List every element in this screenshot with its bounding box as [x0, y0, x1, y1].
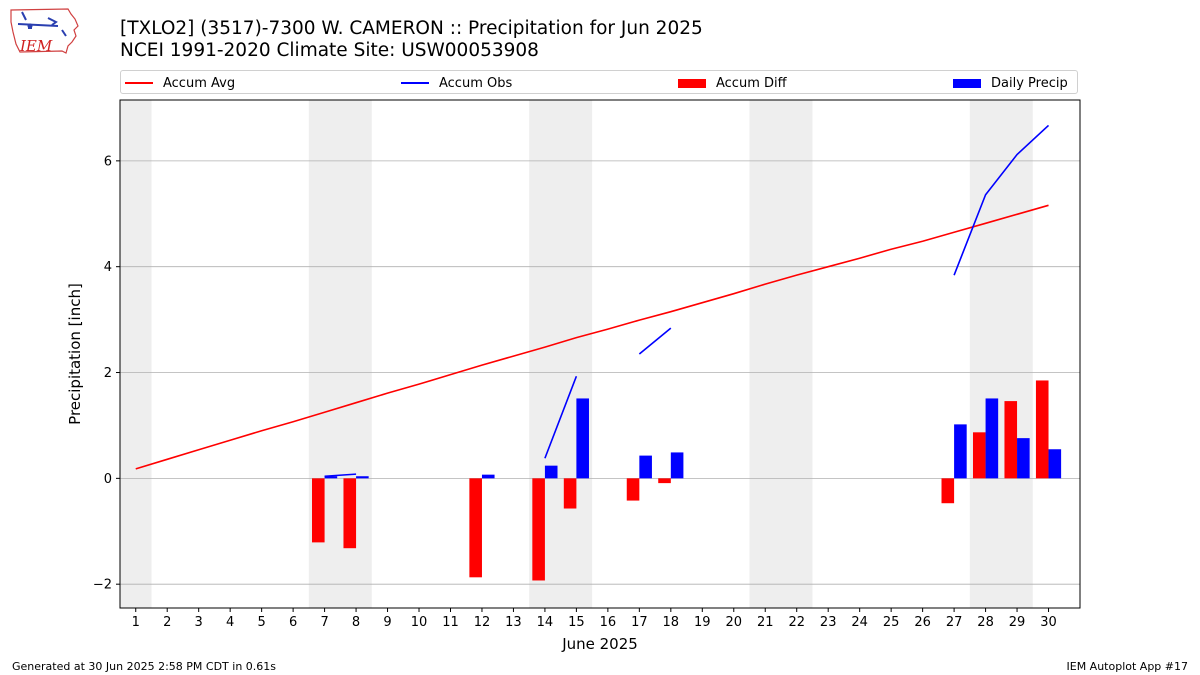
- chart-title: [TXLO2] (3517)-7300 W. CAMERON :: Precip…: [120, 18, 703, 62]
- y-tick-label: 2: [104, 366, 112, 381]
- x-tick-label: 9: [383, 615, 391, 630]
- weekend-band: [749, 100, 813, 608]
- x-tick-label: 12: [474, 615, 491, 630]
- accum-diff-bar: [343, 478, 357, 549]
- legend-label: Daily Precip: [991, 75, 1068, 91]
- legend-swatch-daily-precip: [953, 78, 981, 88]
- x-tick-label: 20: [725, 615, 742, 630]
- legend-item-accum-avg: Accum Avg: [125, 74, 235, 92]
- y-axis-label: Precipitation [inch]: [66, 283, 84, 425]
- title-line-2: NCEI 1991-2020 Climate Site: USW00053908: [120, 40, 539, 61]
- accum-obs-line: [638, 327, 672, 355]
- x-tick-label: 30: [1040, 615, 1057, 630]
- legend-swatch-accum-avg: [125, 82, 153, 84]
- bars: [312, 380, 1062, 581]
- daily-precip-bar: [576, 398, 589, 479]
- x-tick-label: 23: [820, 615, 837, 630]
- daily-precip-bar: [481, 474, 495, 479]
- x-tick-label: 22: [788, 615, 805, 630]
- accum-diff-bar: [1004, 401, 1018, 479]
- legend-label: Accum Avg: [163, 75, 236, 91]
- x-tick-label: 1: [132, 615, 140, 630]
- chart-legend: Accum Avg Accum Obs Accum Diff Daily Pre…: [120, 70, 1078, 94]
- x-tick-label: 28: [977, 615, 994, 630]
- y-tick-label: 0: [104, 472, 112, 487]
- footer-generated: Generated at 30 Jun 2025 2:58 PM CDT in …: [12, 660, 277, 673]
- legend-item-daily-precip: Daily Precip: [953, 74, 1068, 92]
- daily-precip-bar: [544, 465, 558, 479]
- x-axis-ticks: 1 2 3 4 5 6 7 8 9 10 11 12 13 14 15 16 17 18 19 20 21 22 23 24 2…: [132, 608, 1057, 630]
- x-tick-label: 24: [851, 615, 868, 630]
- weekend-band: [969, 100, 1033, 608]
- x-tick-label: 13: [505, 615, 522, 630]
- title-line-1: [TXLO2] (3517)-7300 W. CAMERON :: Precip…: [120, 18, 703, 39]
- x-tick-label: 29: [1009, 615, 1026, 630]
- x-tick-label: 2: [163, 615, 171, 630]
- accum-obs-line: [953, 124, 1050, 276]
- daily-precip-bar: [639, 455, 652, 479]
- legend-swatch-accum-obs: [401, 82, 429, 84]
- x-tick-label: 17: [631, 615, 648, 630]
- x-tick-label: 4: [226, 615, 234, 630]
- accum-diff-bar: [626, 478, 640, 501]
- accum-diff-bar: [941, 478, 955, 504]
- x-tick-label: 14: [537, 615, 554, 630]
- x-tick-label: 3: [195, 615, 203, 630]
- accum-diff-bar: [972, 432, 986, 479]
- daily-precip-bar: [985, 398, 999, 479]
- accum-obs-line: [544, 375, 578, 459]
- x-tick-label: 5: [257, 615, 265, 630]
- x-tick-label: 16: [600, 615, 617, 630]
- accum-avg-line: [135, 204, 1049, 470]
- iowa-outline-shape: [10, 8, 79, 54]
- accum-diff-bar: [312, 478, 325, 543]
- legend-swatch-accum-diff: [678, 78, 706, 88]
- x-tick-label: 10: [411, 615, 428, 630]
- daily-precip-bar: [1017, 438, 1030, 479]
- iem-logo: IEM: [10, 8, 79, 55]
- legend-item-accum-diff: Accum Diff: [678, 74, 787, 92]
- logo-text: IEM: [19, 37, 53, 55]
- x-tick-label: 26: [914, 615, 931, 630]
- accum-diff-bar: [1035, 380, 1049, 479]
- x-axis-label: June 2025: [561, 635, 638, 653]
- weekend-shading: [120, 100, 1033, 608]
- accum-diff-bar: [563, 478, 577, 509]
- x-tick-label: 11: [442, 615, 459, 630]
- legend-label: Accum Obs: [439, 75, 513, 91]
- x-tick-label: 25: [883, 615, 900, 630]
- accum-obs-line: [324, 473, 357, 478]
- y-tick-label: −2: [93, 578, 112, 593]
- plot-frame: [119, 99, 1081, 609]
- x-tick-label: 15: [568, 615, 585, 630]
- weekend-band: [120, 100, 152, 608]
- daily-precip-bar: [356, 476, 369, 479]
- daily-precip-bar: [670, 452, 684, 479]
- series-lines: [135, 124, 1050, 478]
- x-tick-label: 27: [946, 615, 963, 630]
- x-tick-label: 19: [694, 615, 711, 630]
- daily-precip-bar: [954, 424, 967, 479]
- accum-diff-bar: [658, 478, 671, 484]
- legend-label: Accum Diff: [716, 75, 787, 91]
- gridlines: [120, 160, 1080, 585]
- y-tick-label: 6: [104, 154, 112, 169]
- y-tick-label: 4: [104, 260, 112, 275]
- legend-item-accum-obs: Accum Obs: [401, 74, 512, 92]
- weather-vane-icon: [17, 11, 67, 37]
- x-tick-label: 7: [320, 615, 328, 630]
- vane-center-icon: [27, 23, 33, 29]
- x-tick-label: 8: [352, 615, 360, 630]
- x-tick-label: 18: [663, 615, 680, 630]
- x-tick-label: 21: [757, 615, 774, 630]
- x-tick-label: 6: [289, 615, 297, 630]
- accum-diff-bar: [532, 478, 545, 581]
- accum-diff-bar: [469, 478, 482, 578]
- daily-precip-bar: [324, 476, 338, 479]
- footer-app-id: IEM Autoplot App #17: [1066, 660, 1189, 673]
- daily-precip-bar: [1048, 449, 1062, 479]
- y-axis-ticks: −2 0 2 4 6: [93, 154, 120, 593]
